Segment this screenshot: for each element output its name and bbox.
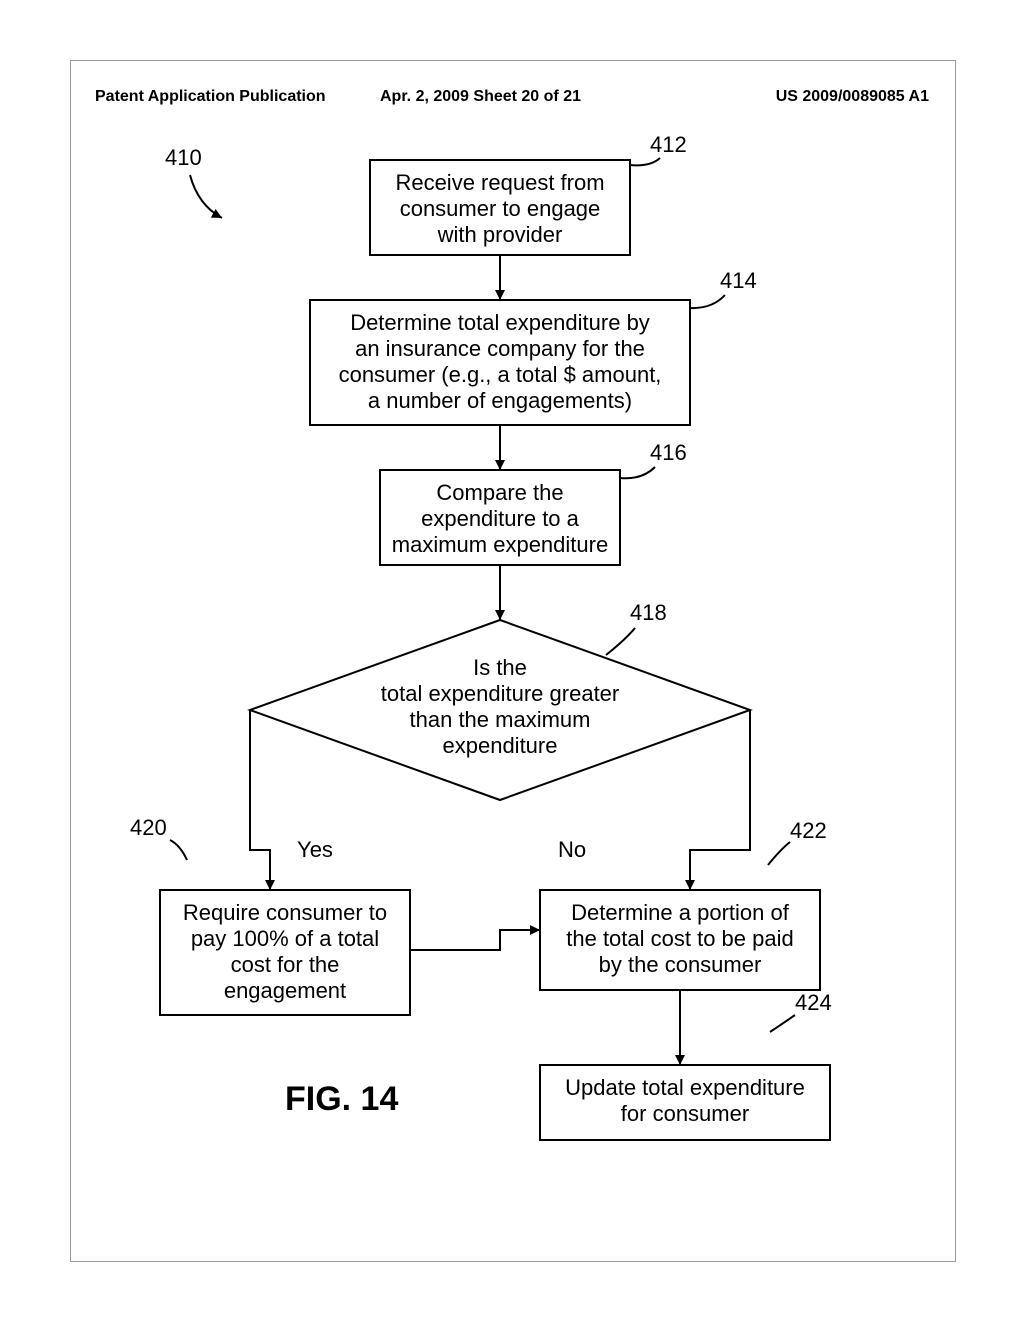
label-no: No	[558, 837, 586, 862]
node-416-line3: maximum expenditure	[392, 532, 608, 557]
ref-420: 420	[130, 815, 167, 840]
ref-424: 424	[795, 990, 832, 1015]
ref-410: 410	[165, 145, 202, 170]
header-mid: Apr. 2, 2009 Sheet 20 of 21	[380, 88, 581, 106]
leader-422	[768, 842, 790, 865]
node-412-line1: Receive request from	[395, 170, 604, 195]
ref-418: 418	[630, 600, 667, 625]
node-416-line2: expenditure to a	[421, 506, 580, 531]
leader-418	[606, 628, 635, 655]
node-414-line4: a number of engagements)	[368, 388, 632, 413]
leader-416	[620, 467, 655, 478]
node-416-line1: Compare the	[436, 480, 563, 505]
ref-422: 422	[790, 818, 827, 843]
node-420-line1: Require consumer to	[183, 900, 387, 925]
header-right: US 2009/0089085 A1	[776, 88, 929, 106]
arrow-yes	[250, 710, 270, 890]
ref-410-arrow	[190, 175, 222, 218]
node-418-line3: than the maximum	[410, 707, 591, 732]
node-424-line1: Update total expenditure	[565, 1075, 805, 1100]
ref-416: 416	[650, 440, 687, 465]
node-422-line3: by the consumer	[599, 952, 762, 977]
node-422-line2: the total cost to be paid	[566, 926, 794, 951]
leader-424	[770, 1015, 795, 1032]
arrow-420-422	[410, 930, 540, 950]
label-yes: Yes	[297, 837, 333, 862]
node-418-line4: expenditure	[443, 733, 558, 758]
ref-412: 412	[650, 132, 687, 157]
node-420-line2: pay 100% of a total	[191, 926, 379, 951]
header-left: Patent Application Publication	[95, 88, 326, 106]
leader-414	[690, 295, 725, 308]
node-418-line1: Is the	[473, 655, 527, 680]
node-420-line3: cost for the	[231, 952, 340, 977]
node-414-line2: an insurance company for the	[355, 336, 645, 361]
leader-420	[170, 840, 187, 860]
node-420-line4: engagement	[224, 978, 346, 1003]
node-412-line2: consumer to engage	[400, 196, 601, 221]
node-424-line2: for consumer	[621, 1101, 749, 1126]
node-422-line1: Determine a portion of	[571, 900, 790, 925]
node-414-line3: consumer (e.g., a total $ amount,	[339, 362, 662, 387]
arrow-no	[690, 710, 750, 890]
leader-412	[630, 158, 660, 165]
ref-414: 414	[720, 268, 757, 293]
node-414-line1: Determine total expenditure by	[350, 310, 650, 335]
figure-label: FIG. 14	[285, 1080, 398, 1118]
flowchart: Receive request from consumer to engage …	[70, 110, 954, 1260]
page-header: Patent Application Publication Apr. 2, 2…	[95, 88, 929, 106]
node-412-line3: with provider	[437, 222, 563, 247]
node-418-line2: total expenditure greater	[381, 681, 620, 706]
